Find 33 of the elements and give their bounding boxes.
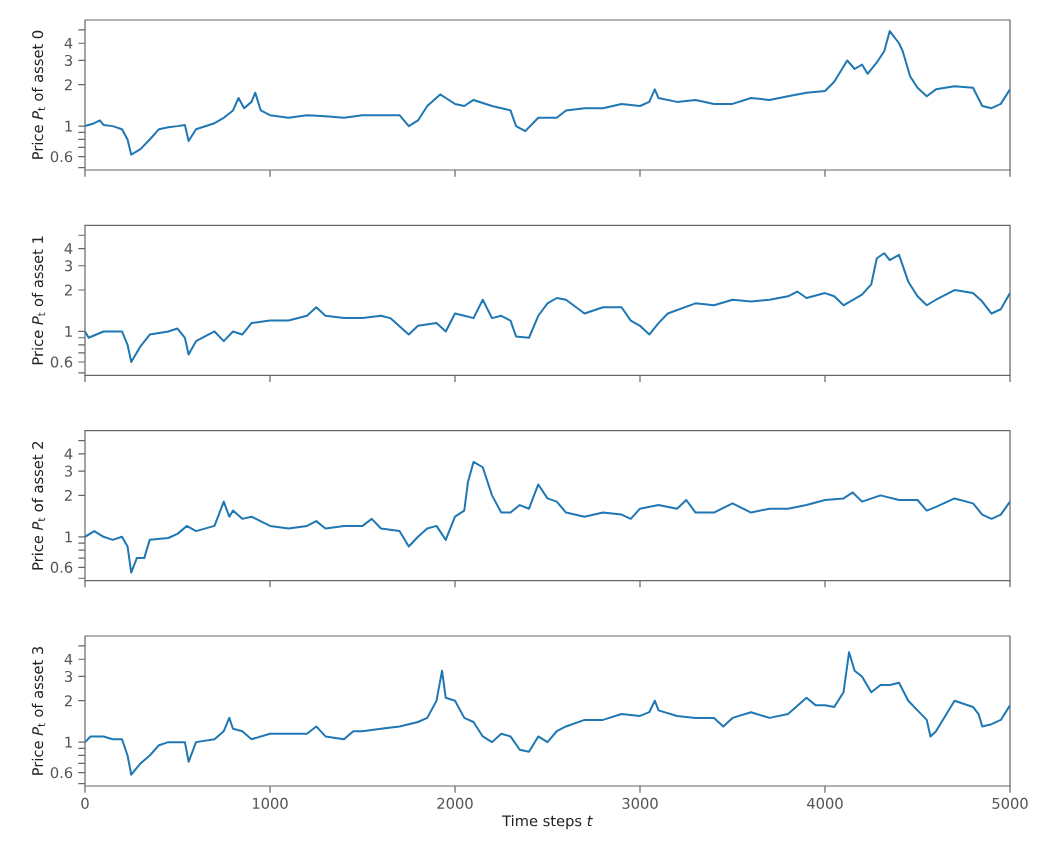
y-axis-title: Price P$_{t}$ of asset 0 xyxy=(31,30,46,159)
y-tick-label: 1 xyxy=(65,326,72,337)
y-tick-label: 4 xyxy=(64,37,73,49)
y-axis-title: Price P$_{t}$ of asset 3 xyxy=(31,646,46,775)
line-series xyxy=(85,460,1011,574)
x-tick-label: 0 xyxy=(81,797,89,809)
x-tick-label: 3000 xyxy=(622,797,658,809)
y-tick-label: 3 xyxy=(64,54,72,66)
y-tick-label: 0.6 xyxy=(50,151,73,163)
y-tick-label: 2 xyxy=(64,284,72,296)
y-tick-label: 0.6 xyxy=(50,356,73,368)
y-tick-label: 2 xyxy=(64,695,72,707)
y-tick-label: 3 xyxy=(64,670,72,682)
y-axis-title: Price P$_{t}$ of asset 2 xyxy=(31,441,46,570)
y-tick-label: 1 xyxy=(65,120,72,132)
y-tick-label: 0.6 xyxy=(50,767,73,779)
y-tick-label: 4 xyxy=(64,243,73,254)
x-tick-label: 4000 xyxy=(807,797,843,809)
line-series xyxy=(85,252,1011,363)
y-tick-label: 4 xyxy=(64,653,73,665)
y-axis-title: Price P$_{t}$ of asset 1 xyxy=(31,236,46,365)
x-axis-title: Time steps t xyxy=(502,814,593,830)
y-tick-label: 3 xyxy=(64,260,72,272)
y-tick-label: 1 xyxy=(65,531,72,543)
x-tick-label: 5000 xyxy=(992,797,1028,809)
y-tick-label: 1 xyxy=(65,736,72,748)
y-tick-label: 0.6 xyxy=(50,561,73,573)
y-tick-label: 2 xyxy=(64,489,72,501)
y-tick-label: 4 xyxy=(64,448,73,460)
y-tick-label: 3 xyxy=(64,465,72,477)
x-tick-label: 1000 xyxy=(252,797,288,809)
y-tick-label: 2 xyxy=(64,79,72,91)
x-tick-label: 2000 xyxy=(437,797,473,809)
